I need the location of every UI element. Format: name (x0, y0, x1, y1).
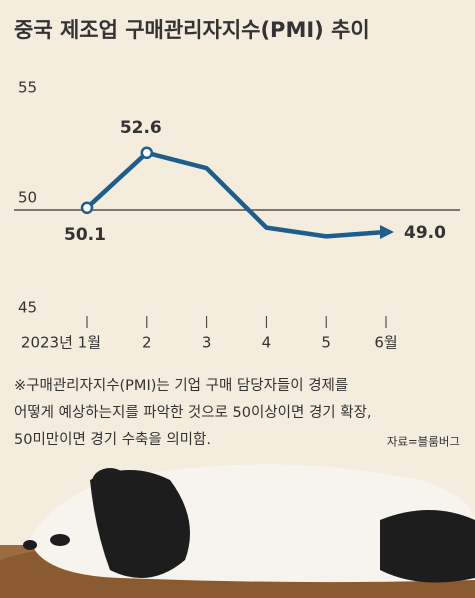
y-tick-label: 50 (18, 189, 37, 207)
line (85, 150, 387, 239)
source: 자료=블룸버그 (387, 435, 460, 449)
point (140, 146, 154, 160)
x-tick-label: 4 (262, 334, 272, 352)
point (80, 201, 94, 215)
x-tick-label: 3 (202, 334, 212, 352)
note: 50미만이면 경기 수축을 의미함. (14, 431, 211, 448)
y-tick-label: 55 (18, 79, 37, 97)
x-tick-label: 2023년 1월 (21, 334, 101, 352)
line-arrow (380, 225, 394, 239)
data-label: 49.0 (404, 223, 446, 243)
y-tick-label: 45 (18, 299, 37, 317)
chart-title: 중국 제조업 구매관리자지수(PMI) 추이 (14, 18, 370, 42)
x-tick-label: 6월 (374, 334, 397, 352)
panda-illustration (0, 464, 475, 598)
note: ※구매관리자지수(PMI)는 기업 구매 담당자들이 경제를 (14, 377, 348, 394)
x-tick-label: 2 (142, 334, 152, 352)
data-label: 50.1 (64, 225, 106, 245)
x-tick-label: 5 (321, 334, 331, 352)
data-label: 52.6 (120, 118, 162, 138)
note: 어떻게 예상하는지를 파악한 것으로 50이상이면 경기 확장, (14, 404, 372, 421)
